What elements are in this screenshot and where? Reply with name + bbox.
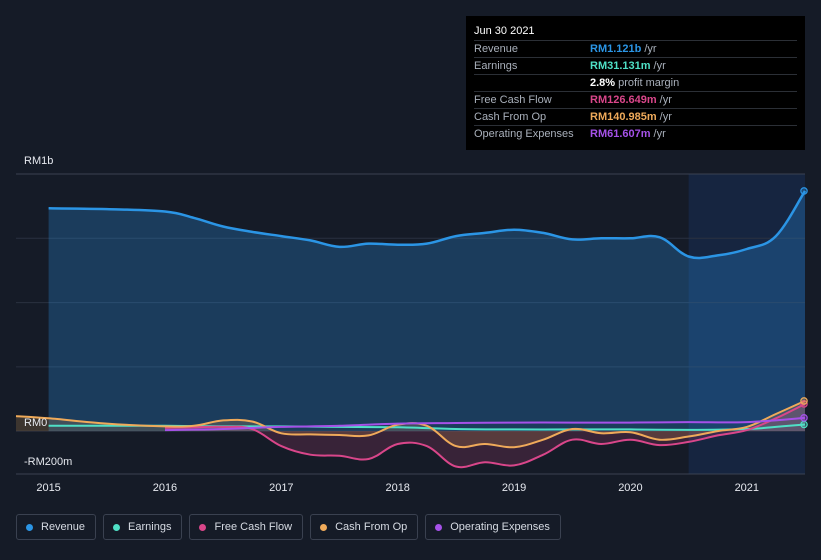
tooltip: Jun 30 2021 Revenue RM1.121b/yr Earnings RM… <box>466 16 805 150</box>
tooltip-value: RM126.649m <box>590 94 657 106</box>
tooltip-unit: /yr <box>653 128 666 140</box>
x-tick-label: 2017 <box>269 482 293 494</box>
x-tick-label: 2016 <box>153 482 177 494</box>
tooltip-row: Operating Expenses RM61.607m/yr <box>474 125 797 142</box>
legend-item-revenue[interactable]: Revenue <box>16 514 97 540</box>
tooltip-value: RM31.131m <box>590 60 651 72</box>
tooltip-label: Earnings <box>474 60 518 72</box>
x-tick-label: 2020 <box>618 482 642 494</box>
legend-label: Operating Expenses <box>450 521 550 533</box>
tooltip-label: Cash From Op <box>474 111 547 123</box>
legend-item-free-cash-flow[interactable]: Free Cash Flow <box>189 514 304 540</box>
tooltip-label: Free Cash Flow <box>474 94 552 106</box>
tooltip-label: Revenue <box>474 43 519 55</box>
tooltip-unit: /yr <box>659 111 672 123</box>
legend-dot-icon <box>199 523 207 531</box>
y-axis-label: RM0 <box>24 417 47 429</box>
tooltip-value: RM1.121b <box>590 43 642 55</box>
legend-label: Revenue <box>41 521 86 533</box>
tooltip-value: RM140.985m <box>590 111 657 123</box>
tooltip-row: Earnings RM31.131m/yr <box>474 57 797 74</box>
x-tick-label: 2015 <box>36 482 60 494</box>
x-tick-label: 2019 <box>502 482 526 494</box>
legend-dot-icon <box>26 523 33 531</box>
series-end-marker-cash-from-op <box>800 397 808 405</box>
legend-label: Free Cash Flow <box>214 521 293 533</box>
series-end-marker-revenue <box>800 187 808 195</box>
series-area-free-cash-flow <box>165 403 805 468</box>
series-end-marker-operating-expenses <box>800 414 808 422</box>
tooltip-unit: /yr <box>644 43 657 55</box>
legend-dot-icon <box>113 523 121 531</box>
tooltip-row: 2.8% profit margin <box>474 74 797 91</box>
tooltip-row: Revenue RM1.121b/yr <box>474 40 797 57</box>
series-line-cash-from-op <box>15 399 806 449</box>
tooltip-label: Operating Expenses <box>474 128 574 140</box>
legend: Revenue Earnings Free Cash Flow Cash From O… <box>16 514 561 540</box>
tooltip-row: Cash From Op RM140.985m/yr <box>474 108 797 125</box>
legend-label: Earnings <box>128 521 172 533</box>
y-axis-label: RM1b <box>24 155 53 167</box>
series-area-revenue <box>48 190 806 432</box>
tooltip-unit: profit margin <box>618 77 680 89</box>
x-tick-label: 2018 <box>385 482 409 494</box>
series-line-revenue <box>48 190 807 260</box>
series-end-marker-earnings <box>800 420 808 429</box>
tooltip-unit: /yr <box>659 94 672 106</box>
tooltip-unit: /yr <box>653 60 666 72</box>
y-axis-label: -RM200m <box>24 456 72 468</box>
legend-item-operating-expenses[interactable]: Operating Expenses <box>425 514 561 540</box>
chart: RM1b RM0 -RM200m 2015 2016 2017 2018 2019 2020 20… <box>15 155 808 494</box>
legend-item-cash-from-op[interactable]: Cash From Op <box>310 514 419 540</box>
tooltip-value: 2.8% <box>590 77 616 89</box>
x-tick-label: 2021 <box>735 482 759 494</box>
tooltip-row: Free Cash Flow RM126.649m/yr <box>474 91 797 108</box>
legend-label: Cash From Op <box>335 521 408 533</box>
series-line-free-cash-flow <box>164 403 806 469</box>
series-line-operating-expenses <box>164 416 806 432</box>
legend-item-earnings[interactable]: Earnings <box>103 514 183 540</box>
tooltip-date: Jun 30 2021 <box>474 25 535 37</box>
tooltip-value: RM61.607m <box>590 128 651 140</box>
legend-dot-icon <box>435 523 443 531</box>
legend-dot-icon <box>320 523 328 531</box>
